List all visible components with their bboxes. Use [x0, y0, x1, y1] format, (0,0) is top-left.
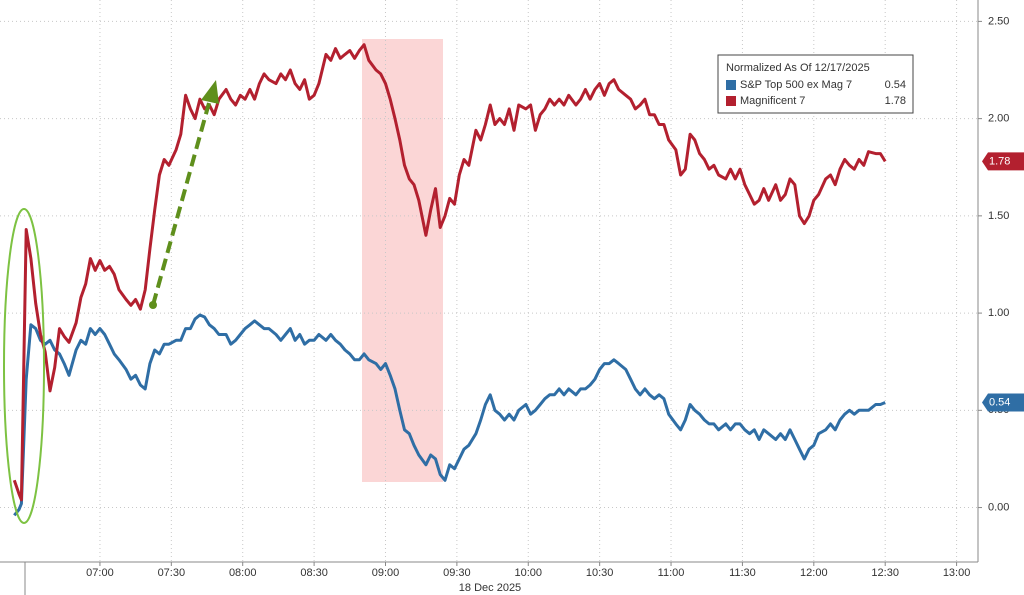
y-tick-label: 2.00: [988, 113, 1009, 125]
value-tag: [982, 393, 1024, 412]
value-tag-label: 0.54: [989, 396, 1010, 408]
x-tick-label: 13:00: [943, 567, 971, 579]
value-tag-label: 1.78: [989, 155, 1010, 167]
x-tick-label: 12:30: [871, 567, 899, 579]
x-tick-label: 08:30: [300, 567, 328, 579]
legend-value: 0.54: [885, 79, 906, 91]
y-tick-label: 2.50: [988, 15, 1009, 27]
legend-label: Magnificent 7: [740, 95, 805, 107]
x-tick-label: 10:00: [514, 567, 542, 579]
series-line: [12, 43, 887, 502]
arrow-head: [201, 80, 219, 104]
x-tick-label: 11:00: [658, 567, 685, 579]
grid: [0, 0, 978, 562]
y-tick-label: 1.50: [988, 210, 1009, 222]
legend-swatch: [726, 80, 736, 90]
legend: S&P Top 500 ex Mag 7 0.54 Magnificent 7 1.7…: [726, 79, 906, 107]
legend-swatch: [726, 96, 736, 106]
x-tick-label: 10:30: [586, 567, 614, 579]
x-tick-label: 11:30: [729, 567, 756, 579]
x-axis-label: 18 Dec 2025: [459, 582, 521, 594]
x-tick-label: 07:00: [86, 567, 114, 579]
lines: [12, 43, 887, 517]
legend-box: [717, 54, 914, 114]
x-tick-label: 09:00: [372, 567, 400, 579]
x-tick-label: 08:00: [229, 567, 257, 579]
legend-value: 1.78: [885, 95, 906, 107]
x-tick-label: 12:00: [800, 567, 828, 579]
x-tick-label: 07:30: [158, 567, 186, 579]
legend-title: Normalized As Of 12/17/2025: [726, 62, 870, 74]
y-tick-label: 1.00: [988, 307, 1009, 319]
x-tick-label: 09:30: [443, 567, 471, 579]
value-tag: [982, 152, 1024, 171]
highlight-ellipse: [3, 208, 45, 524]
y-tick-label: 0.00: [988, 501, 1009, 513]
legend-label: S&P Top 500 ex Mag 7: [740, 79, 852, 91]
highlight-region: [362, 39, 443, 482]
series-line: [13, 313, 886, 517]
